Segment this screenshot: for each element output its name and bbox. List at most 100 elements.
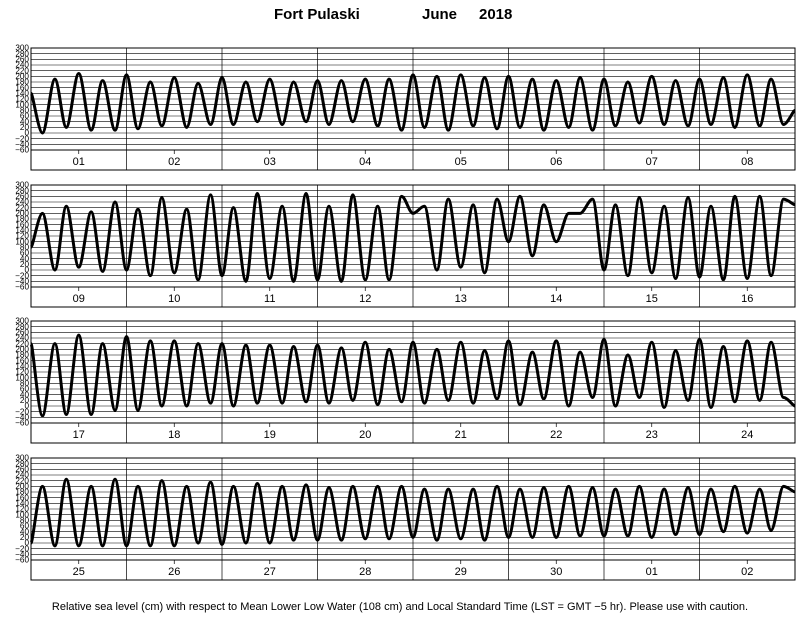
y-tick-label: −40 (15, 277, 29, 286)
tide-curve (29, 333, 796, 418)
y-tick-label: −20 (15, 544, 29, 553)
day-label: 21 (455, 429, 467, 441)
y-tick-label: 280 (15, 322, 29, 331)
y-tick-label: 280 (15, 459, 29, 468)
y-tick-label: 120 (15, 232, 29, 241)
y-tick-label: 280 (15, 186, 29, 195)
y-tick-label: 180 (15, 215, 29, 224)
y-tick-label: 260 (15, 192, 29, 201)
day-label: 25 (73, 566, 85, 578)
day-label: 07 (646, 156, 658, 168)
y-tick-label: 20 (20, 533, 30, 542)
chart-month: June (422, 6, 458, 23)
y-tick-label: 220 (15, 339, 29, 348)
day-label: 10 (168, 293, 180, 305)
y-tick-label: 160 (15, 356, 29, 365)
y-tick-label: 140 (15, 499, 29, 508)
y-tick-label: 80 (20, 379, 30, 388)
y-tick-label: 100 (15, 510, 29, 519)
y-tick-label: 140 (15, 89, 29, 98)
y-tick-label: 200 (15, 345, 29, 354)
chart-footnote: Relative sea level (cm) with respect to … (51, 601, 749, 613)
day-label: 05 (455, 156, 467, 168)
day-label: 08 (741, 156, 753, 168)
y-tick-label: 100 (15, 100, 29, 109)
day-label: 27 (264, 566, 276, 578)
chart-year: 2018 (479, 6, 513, 23)
y-tick-label: 20 (20, 260, 30, 269)
day-label: 02 (168, 156, 180, 168)
y-tick-label: 60 (20, 385, 30, 394)
day-label: 29 (455, 566, 467, 578)
day-label: 01 (73, 156, 85, 168)
day-label: 22 (550, 429, 562, 441)
y-tick-label: −20 (15, 271, 29, 280)
y-tick-label: 240 (15, 334, 29, 343)
day-label: 24 (741, 429, 753, 441)
day-label: 14 (550, 293, 562, 305)
day-label: 20 (359, 429, 371, 441)
y-tick-label: 0 (24, 539, 29, 548)
tide-curve (29, 72, 796, 135)
y-tick-label: 80 (20, 106, 30, 115)
y-tick-label: −20 (15, 134, 29, 143)
y-tick-label: 20 (20, 123, 30, 132)
y-tick-label: 220 (15, 66, 29, 75)
y-tick-label: 60 (20, 112, 30, 121)
y-tick-label: 60 (20, 522, 30, 531)
y-tick-label: 0 (24, 402, 29, 411)
panel-frame (30, 457, 796, 581)
y-tick-label: −60 (15, 556, 29, 565)
y-tick-label: 180 (15, 351, 29, 360)
chart-title-row: Fort Pulaski June 2018 (0, 6, 800, 26)
y-tick-label: 40 (20, 117, 30, 126)
y-tick-label: 40 (20, 527, 30, 536)
y-tick-label: 260 (15, 465, 29, 474)
y-tick-label: 60 (20, 249, 30, 258)
y-tick-label: 260 (15, 55, 29, 64)
day-label: 16 (741, 293, 753, 305)
day-label: 15 (646, 293, 658, 305)
y-tick-label: 160 (15, 83, 29, 92)
y-tick-label: 240 (15, 198, 29, 207)
y-tick-label: 200 (15, 482, 29, 491)
day-label: 28 (359, 566, 371, 578)
y-tick-label: 300 (15, 454, 29, 463)
day-label: 30 (550, 566, 562, 578)
y-tick-label: −60 (15, 283, 29, 292)
tide-curve (29, 477, 796, 548)
y-tick-label: 20 (20, 396, 30, 405)
y-tick-label: 300 (15, 44, 29, 53)
y-tick-label: 180 (15, 78, 29, 87)
day-label: 12 (359, 293, 371, 305)
y-tick-label: 40 (20, 254, 30, 263)
y-tick-label: 80 (20, 516, 30, 525)
y-tick-label: 180 (15, 488, 29, 497)
y-tick-label: 220 (15, 203, 29, 212)
y-tick-label: 280 (15, 49, 29, 58)
y-tick-label: −60 (15, 146, 29, 155)
y-tick-label: 260 (15, 328, 29, 337)
y-tick-label: 200 (15, 72, 29, 81)
day-label: 06 (550, 156, 562, 168)
y-tick-label: 100 (15, 237, 29, 246)
day-label: 17 (73, 429, 85, 441)
y-tick-label: 100 (15, 373, 29, 382)
day-label: 18 (168, 429, 180, 441)
day-label: 09 (73, 293, 85, 305)
y-tick-label: 300 (15, 181, 29, 190)
y-tick-label: −60 (15, 419, 29, 428)
day-label: 02 (741, 566, 753, 578)
y-tick-label: 200 (15, 209, 29, 218)
y-tick-label: 120 (15, 95, 29, 104)
y-tick-label: −20 (15, 407, 29, 416)
y-tick-label: 0 (24, 129, 29, 138)
y-tick-label: 160 (15, 493, 29, 502)
day-label: 11 (264, 293, 275, 305)
y-tick-label: 80 (20, 243, 30, 252)
y-tick-label: 220 (15, 476, 29, 485)
panel-frame (30, 320, 796, 444)
y-tick-label: −40 (15, 413, 29, 422)
y-tick-label: 240 (15, 471, 29, 480)
day-label: 01 (646, 566, 658, 578)
